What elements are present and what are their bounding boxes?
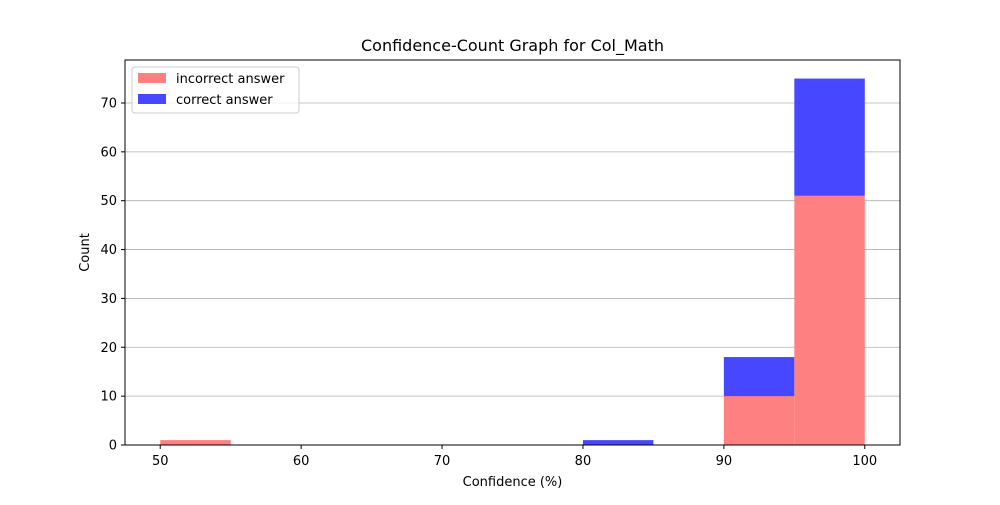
x-tick-label: 70 — [434, 454, 451, 469]
plot-frame — [124, 59, 901, 446]
bar-incorrect — [160, 440, 231, 445]
bar-correct — [723, 357, 795, 397]
bar-correct — [582, 440, 654, 445]
bar-incorrect — [723, 396, 795, 445]
x-tick-label: 90 — [716, 454, 733, 469]
y-axis-label: Count — [78, 233, 93, 272]
x-axis-label: Confidence (%) — [463, 475, 563, 490]
bars-layer — [160, 78, 865, 445]
x-tick-label: 100 — [852, 454, 877, 469]
legend-label-incorrect: incorrect answer — [176, 72, 285, 87]
y-tick-label: 10 — [100, 390, 117, 405]
y-tick-label: 70 — [100, 96, 117, 111]
bar-incorrect — [794, 195, 865, 445]
y-tick-label: 0 — [109, 439, 117, 454]
x-tick-label: 80 — [575, 454, 592, 469]
x-axis-ticks: 50 60 70 80 90 100 — [152, 445, 877, 469]
y-tick-label: 20 — [100, 341, 117, 356]
legend-label-correct: correct answer — [176, 93, 273, 108]
y-axis-ticks: 0 10 20 30 40 50 60 70 — [100, 96, 125, 454]
x-tick-label: 50 — [152, 454, 169, 469]
legend-swatch-correct — [138, 94, 166, 104]
grid-layer — [125, 102, 900, 446]
x-tick-label: 60 — [293, 454, 310, 469]
y-tick-label: 40 — [100, 243, 117, 258]
y-tick-label: 60 — [100, 145, 117, 160]
legend-box — [131, 66, 300, 114]
bar-correct — [794, 78, 865, 196]
y-tick-label: 50 — [100, 194, 117, 209]
chart-title: Confidence-Count Graph for Col_Math — [361, 36, 664, 56]
legend-swatch-incorrect — [138, 73, 166, 83]
legend: incorrect answer correct answer — [131, 66, 300, 114]
y-tick-label: 30 — [100, 292, 117, 307]
